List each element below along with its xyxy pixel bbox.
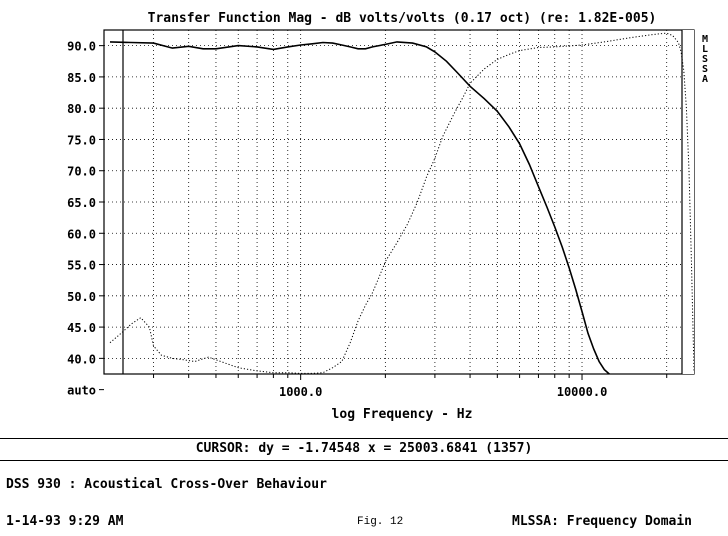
- y-tick-label: 65.0: [67, 196, 96, 210]
- x-tick-label: 1000.0: [279, 385, 322, 399]
- figure-label: Fig. 12: [357, 516, 404, 528]
- x-tick-labels: 1000.0 10000.0: [279, 385, 607, 399]
- y-tick-label: 90.0: [67, 40, 96, 54]
- cursor-readout: CURSOR: dy = -1.74548 x = 25003.6841 (13…: [195, 441, 533, 456]
- side-label-letter: M: [702, 34, 708, 45]
- side-label-letter: L: [702, 44, 708, 55]
- series-group: [109, 32, 695, 375]
- cursor-bar-bottom-rule: [0, 460, 728, 461]
- y-tick-label: 55.0: [67, 259, 96, 273]
- cursor-bar-top-rule: [0, 438, 728, 439]
- series-lowpass-line: [109, 41, 610, 375]
- y-tick-label: 50.0: [67, 290, 96, 304]
- y-tick-label: 40.0: [67, 352, 96, 366]
- grid: [104, 30, 694, 380]
- y-tick-label: 80.0: [67, 102, 96, 116]
- y-tick-label: 60.0: [67, 227, 96, 241]
- footer-description: DSS 930 : Acoustical Cross-Over Behaviou…: [6, 477, 327, 492]
- y-tick-label: auto: [67, 384, 96, 398]
- footer-datetime: 1-14-93 9:29 AM: [6, 514, 124, 529]
- x-tick-label: 10000.0: [557, 385, 608, 399]
- side-label-mlssa: MLSSA: [702, 34, 708, 85]
- y-tick-label: 75.0: [67, 133, 96, 147]
- y-tick-label: 45.0: [67, 321, 96, 335]
- series-highpass-line: [109, 32, 695, 374]
- cursor-readout-bar: CURSOR: dy = -1.74548 x = 25003.6841 (13…: [0, 438, 728, 462]
- side-label-letter: S: [702, 64, 708, 75]
- chart-title: Transfer Function Mag - dB volts/volts (…: [148, 11, 657, 26]
- side-label-letter: S: [702, 54, 708, 65]
- x-axis-label: log Frequency - Hz: [332, 407, 473, 422]
- transfer-function-chart: Transfer Function Mag - dB volts/volts (…: [67, 11, 708, 422]
- right-band: [682, 30, 694, 374]
- y-tick-label: 70.0: [67, 165, 96, 179]
- footer-mode: MLSSA: Frequency Domain: [512, 514, 693, 529]
- side-label-letter: A: [702, 74, 708, 85]
- y-tick-label: 85.0: [67, 71, 96, 85]
- y-tick-labels: 90.0 85.0 80.0 75.0 70.0 65.0 60.0 55.0 50.0 45.0…: [67, 40, 104, 398]
